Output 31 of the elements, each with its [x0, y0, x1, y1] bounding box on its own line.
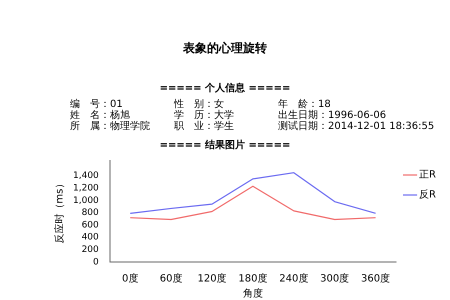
text: 姓 名：杨旭: [70, 110, 131, 121]
y-tick-label: 600: [82, 220, 100, 230]
text: ===== 个人信息 =====: [158, 82, 292, 95]
x-tick-label: 240度: [279, 272, 308, 285]
text: 所 属：物理学院: [70, 121, 151, 132]
y-tick-label: 1,400: [73, 171, 100, 182]
text: 年 龄：18: [278, 99, 332, 110]
x-tick-label: 360度: [361, 272, 390, 285]
text: 学 历：大学: [174, 110, 235, 121]
y-tick-label: 800: [82, 208, 100, 218]
y-tick-label: 1,000: [73, 196, 100, 206]
text: 测试日期：2014-12-01 18:36:55: [278, 121, 436, 132]
text: 职 业：学生: [174, 121, 235, 132]
text: 编 号：01: [70, 99, 123, 110]
x-axis-title: 角度: [242, 288, 263, 300]
y-tick-label: 200: [82, 245, 100, 256]
y-axis-title: 反应时（ms）: [54, 178, 66, 244]
x-tick-label: 60度: [160, 272, 182, 285]
x-tick-label: 180度: [238, 272, 268, 285]
x-tick-label: 120度: [197, 272, 227, 285]
x-tick-label: 0度: [122, 272, 138, 285]
x-tick-label: 300度: [320, 272, 350, 285]
text: ===== 结果图片 =====: [158, 138, 292, 152]
legend-label: 反R: [419, 188, 436, 201]
legend-label: 正R: [419, 170, 436, 181]
y-tick-label: 1,200: [73, 183, 100, 194]
chart-title: 表象的心理旋转: [182, 40, 268, 57]
text: 出生日期：1996-06-06: [278, 110, 388, 121]
y-tick-label: 400: [82, 232, 100, 243]
y-tick-label: 0: [93, 257, 100, 268]
text: 性 别：女: [174, 99, 224, 110]
